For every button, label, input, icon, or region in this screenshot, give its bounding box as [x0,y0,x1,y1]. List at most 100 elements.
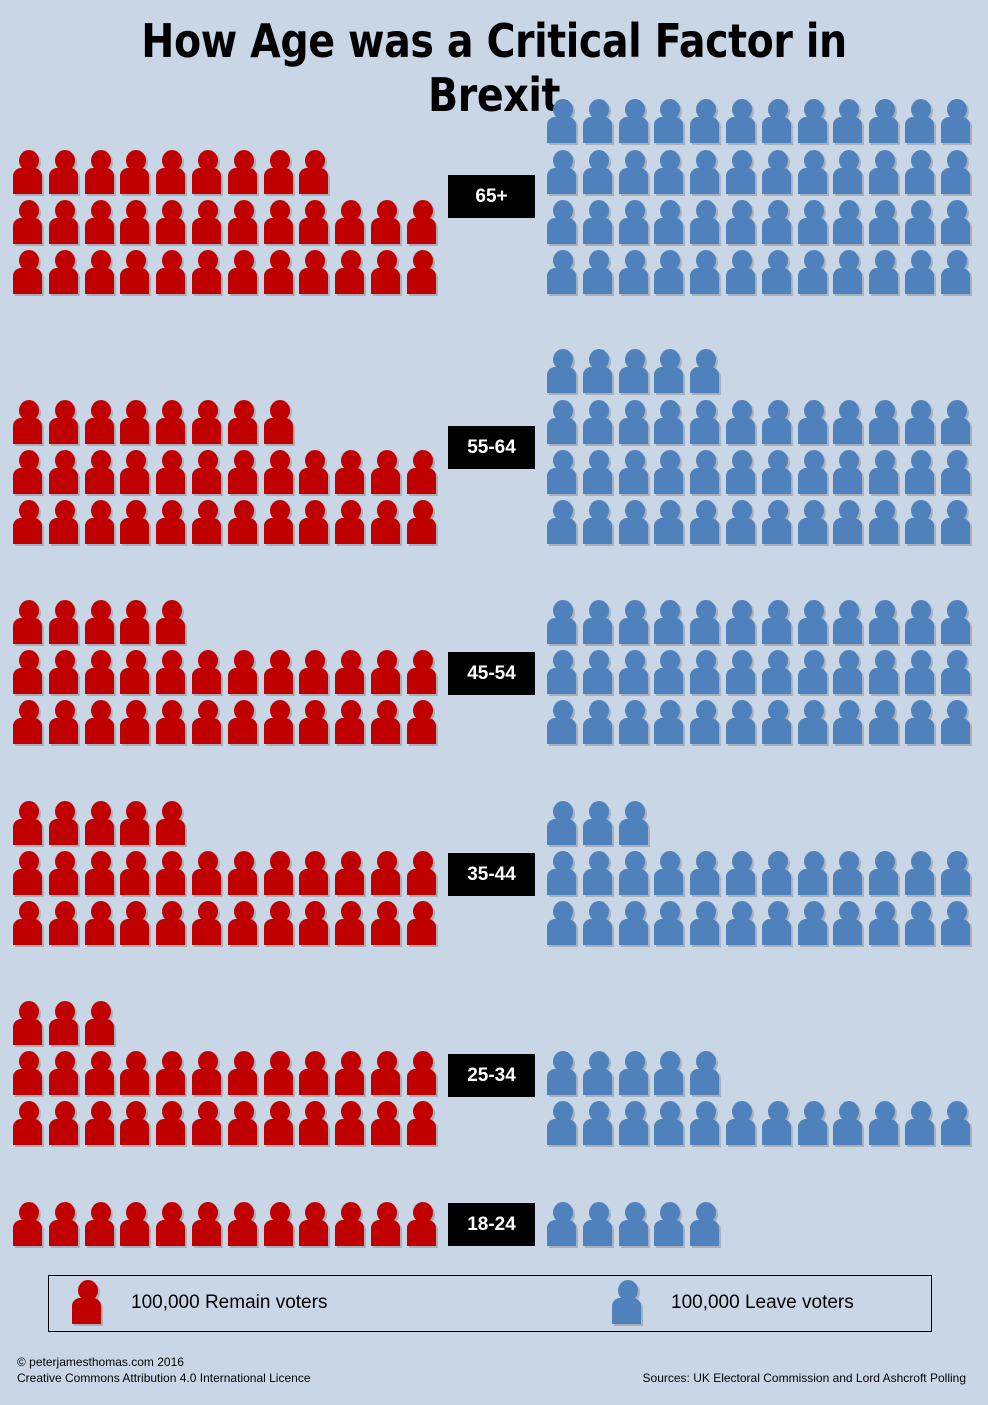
person-icon [868,1101,901,1147]
person-icon [334,500,367,546]
person-icon [227,250,259,296]
person-icon [761,500,793,546]
person-icon [582,800,614,847]
person-icon [71,1280,103,1326]
person-icon [582,901,614,947]
person-icon [406,250,438,296]
person-icon [48,1202,80,1248]
person-icon [653,149,686,196]
person-icon [84,149,116,196]
person-icon [797,500,829,546]
person-icon [334,901,367,947]
person-icon [618,599,650,646]
person-icon [904,1101,936,1147]
person-icon [618,149,650,196]
age-label: 35-44 [448,853,535,896]
person-icon [263,700,295,746]
person-icon [904,901,936,947]
person-icon [155,399,188,446]
person-icon [155,1101,188,1147]
person-icon [653,649,686,696]
person-icon [370,199,402,246]
person-icon [761,99,793,146]
person-icon [406,901,438,947]
person-icon [227,199,259,246]
person-icon [761,850,793,897]
legend-label-remain: 100,000 Remain voters [131,1292,328,1313]
person-icon [334,449,367,496]
person-icon [370,1202,402,1248]
person-icon [119,149,152,196]
person-icon [48,500,80,546]
person-icon [12,199,44,246]
person-icon [119,500,152,546]
person-icon [370,901,402,947]
person-icon [797,99,829,146]
person-icon [868,901,901,947]
person-icon [582,399,614,446]
person-icon [227,500,259,546]
person-icon [298,500,331,546]
person-icon [904,250,936,296]
age-label: 55-64 [448,426,535,469]
person-icon [689,1202,722,1248]
person-icon [904,199,936,246]
person-icon [48,599,80,646]
person-icon [370,850,402,897]
person-icon [191,1050,223,1097]
person-icon [653,399,686,446]
person-icon [298,1202,331,1248]
person-icon [904,149,936,196]
person-icon [653,99,686,146]
person-icon [119,199,152,246]
footer-credits: © peterjamesthomas.com 2016 Creative Com… [17,1354,311,1386]
person-icon [84,1202,116,1248]
person-icon [797,399,829,446]
person-icon [618,1202,650,1248]
person-icon [689,599,722,646]
person-icon [868,250,901,296]
person-icon [370,700,402,746]
person-icon [334,250,367,296]
person-icon [263,449,295,496]
person-icon [761,649,793,696]
person-icon [370,250,402,296]
person-icon [263,649,295,696]
person-icon [48,901,80,947]
person-icon [832,1101,865,1147]
person-icon [298,901,331,947]
person-icon [191,250,223,296]
person-icon [191,700,223,746]
age-label: 18-24 [448,1203,535,1246]
age-label: 25-34 [448,1054,535,1097]
person-icon [653,850,686,897]
person-icon [155,800,188,847]
person-icon [618,500,650,546]
person-icon [725,449,757,496]
person-icon [940,199,972,246]
person-icon [689,199,722,246]
person-icon [406,700,438,746]
person-icon [582,199,614,246]
person-icon [618,700,650,746]
person-icon [868,99,901,146]
legend-item-leave: 100,000 Leave voters [611,1276,854,1330]
person-icon [406,1202,438,1248]
person-icon [119,800,152,847]
person-icon [370,500,402,546]
person-icon [546,449,578,496]
person-icon [227,700,259,746]
person-icon [653,901,686,947]
person-icon [832,399,865,446]
person-icon [119,649,152,696]
person-icon [582,1101,614,1147]
person-icon [940,599,972,646]
person-icon [406,500,438,546]
person-icon [797,850,829,897]
person-icon [12,850,44,897]
licence-text: Creative Commons Attribution 4.0 Interna… [17,1371,311,1385]
person-icon [263,1202,295,1248]
person-icon [84,500,116,546]
person-icon [12,250,44,296]
person-icon [227,1050,259,1097]
